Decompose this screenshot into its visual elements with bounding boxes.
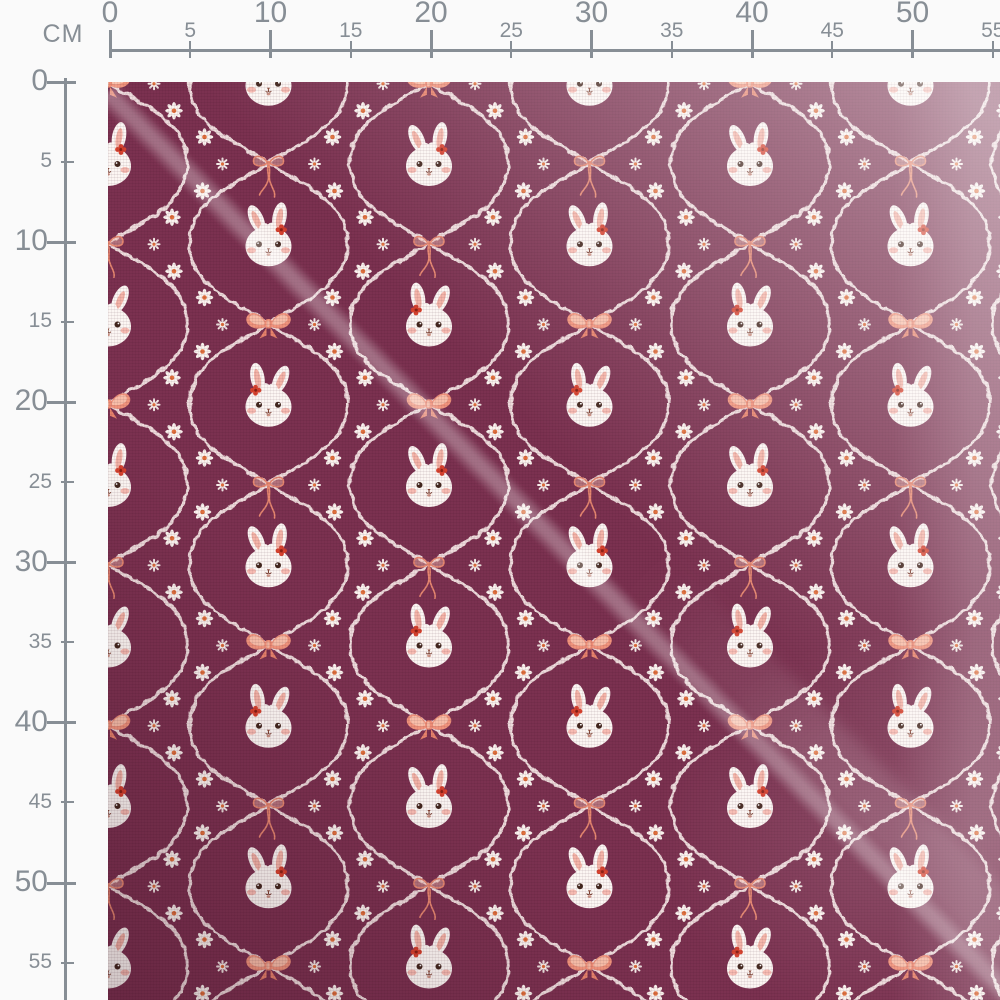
top-ruler-tick-label: 5	[184, 19, 197, 42]
top-ruler-tick	[911, 30, 914, 58]
fabric-swatch	[108, 82, 1000, 1000]
top-ruler-tick	[831, 41, 834, 58]
left-ruler-tick	[61, 481, 74, 483]
left-ruler-tick	[47, 240, 76, 244]
top-ruler-tick-label: 10	[253, 0, 288, 29]
top-ruler-tick	[349, 41, 352, 58]
left-ruler-line	[64, 78, 67, 1000]
left-ruler-tick-label: 25	[28, 469, 52, 493]
top-ruler-tick	[269, 30, 272, 58]
top-ruler-tick-label: 40	[735, 0, 769, 29]
left-ruler-tick	[47, 561, 76, 565]
left-ruler-tick	[47, 881, 76, 885]
top-ruler-tick	[991, 41, 994, 58]
left-ruler-tick	[47, 80, 76, 84]
ogee-bunny-pattern	[108, 82, 1000, 1000]
top-ruler-tick-label: 15	[339, 19, 363, 42]
top-ruler-tick-label: 25	[499, 19, 523, 42]
left-ruler-tick-label: 50	[14, 865, 48, 898]
top-ruler-tick-label: 50	[895, 0, 930, 29]
left-ruler-tick-label: 30	[14, 544, 48, 578]
left-ruler-tick	[47, 400, 76, 404]
left-ruler-tick-label: 55	[28, 950, 52, 974]
top-ruler-line	[110, 49, 1000, 52]
left-ruler-tick-label: 35	[28, 629, 52, 653]
top-ruler-tick	[670, 41, 673, 58]
top-ruler-tick	[750, 30, 754, 58]
ruler-unit-label: CM	[42, 20, 84, 48]
top-ruler-tick	[429, 30, 433, 58]
top-ruler-tick	[590, 30, 593, 58]
left-ruler-tick-label: 15	[28, 309, 52, 333]
top-ruler-tick-label: 20	[414, 0, 448, 29]
left-ruler-tick-label: 20	[14, 384, 48, 418]
top-ruler-tick	[510, 41, 513, 58]
top-ruler-tick-label: 45	[820, 19, 844, 42]
left-ruler-tick-label: 45	[28, 789, 52, 813]
left-ruler-tick	[61, 320, 74, 323]
top-ruler-tick-label: 55	[981, 19, 1000, 42]
left-ruler-tick	[61, 801, 74, 804]
left-ruler-tick-label: 5	[40, 149, 52, 173]
top-ruler-tick	[108, 30, 112, 58]
left-ruler-tick-label: 0	[31, 64, 48, 97]
left-ruler-tick	[61, 641, 74, 644]
left-ruler-tick	[47, 721, 76, 725]
left-ruler-tick	[61, 961, 74, 964]
top-ruler-tick-label: 0	[101, 0, 119, 29]
left-ruler-tick	[61, 160, 74, 163]
top-ruler-tick	[189, 41, 192, 58]
left-ruler-tick-label: 10	[14, 224, 48, 258]
top-ruler-tick-label: 30	[574, 0, 609, 29]
left-ruler-tick-label: 40	[14, 704, 48, 738]
top-ruler-tick-label: 35	[660, 19, 684, 42]
